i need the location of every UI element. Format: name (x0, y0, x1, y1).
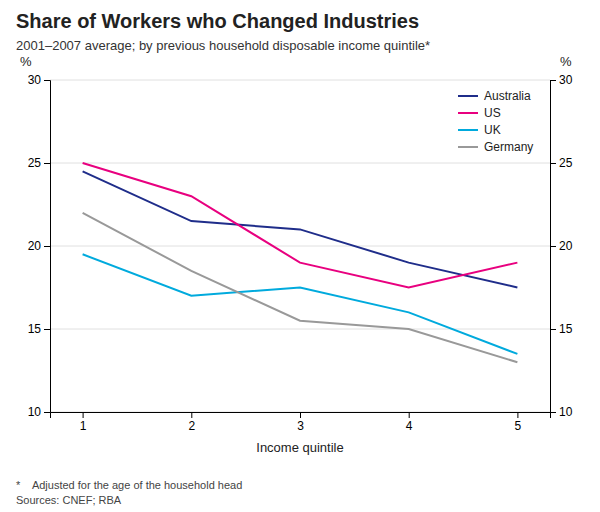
plot: 1 2 3 4 5 10 15 20 25 30 10 15 20 25 30 Income quintile… (20, 54, 573, 455)
axis-line (44, 81, 51, 413)
legend-label: UK (484, 123, 501, 137)
axis-line (51, 413, 551, 419)
series-line (83, 254, 518, 354)
grid (50, 80, 550, 412)
grid-line (50, 246, 550, 247)
x-axis: 1 2 3 4 5 (51, 412, 551, 433)
tick-mark (191, 412, 192, 418)
y2-axis: 10 15 20 25 30 (550, 73, 573, 419)
tick-mark (44, 329, 50, 330)
grid-line (50, 163, 550, 164)
tick-label: 1 (80, 419, 87, 433)
series-line (83, 213, 518, 362)
legend-swatch (458, 146, 478, 148)
grid-line (50, 80, 550, 81)
tick: 15 (28, 322, 50, 336)
tick: 5 (515, 412, 522, 433)
legend: Australia US UK Germany (458, 89, 533, 154)
tick-label: 3 (297, 419, 304, 433)
tick-label: 20 (559, 239, 573, 253)
tick-mark (550, 246, 556, 247)
tick-mark (550, 329, 556, 330)
tick-label: 30 (28, 73, 42, 87)
tick: 1 (80, 412, 87, 433)
y-axis-label: % (20, 54, 32, 69)
tick-mark (44, 163, 50, 164)
chart: Share of Workers who Changed Industries 2… (0, 0, 600, 512)
y2-axis-label: % (560, 54, 572, 69)
footnote-line: * Adjusted for the age of the household … (16, 479, 242, 491)
tick: 3 (297, 412, 304, 433)
legend-swatch (458, 129, 478, 131)
tick-label: 2 (188, 419, 195, 433)
tick: 10 (550, 405, 573, 419)
tick-mark (83, 412, 84, 418)
tick-mark (409, 412, 410, 418)
tick-label: 25 (28, 156, 42, 170)
tick-label: 15 (28, 322, 42, 336)
tick: 30 (550, 73, 573, 87)
tick-label: 4 (406, 419, 413, 433)
tick-mark (44, 412, 50, 413)
legend-item: Australia (458, 89, 531, 103)
grid-line (50, 329, 550, 330)
axis-line (551, 81, 557, 413)
tick: 20 (550, 239, 573, 253)
legend-label: US (484, 106, 501, 120)
tick: 25 (550, 156, 573, 170)
tick: 30 (28, 73, 50, 87)
legend-label: Germany (484, 140, 533, 154)
x-axis-label: Income quintile (256, 440, 343, 455)
legend-swatch (458, 112, 478, 114)
tick: 4 (406, 412, 413, 433)
tick-mark (517, 412, 518, 418)
tick-label: 20 (28, 239, 42, 253)
legend-swatch (458, 95, 478, 97)
subtitle: 2001–2007 average; by previous household… (16, 38, 430, 53)
series-line (83, 171, 518, 287)
tick: 2 (188, 412, 195, 433)
tick: 10 (28, 405, 50, 419)
tick-label: 10 (28, 405, 42, 419)
tick: 25 (28, 156, 50, 170)
tick-label: 10 (559, 405, 573, 419)
tick-mark (550, 412, 556, 413)
legend-item: Germany (458, 140, 533, 154)
legend-label: Australia (484, 89, 531, 103)
tick: 20 (28, 239, 50, 253)
legend-item: UK (458, 123, 501, 137)
series-group (83, 163, 518, 362)
tick-mark (300, 412, 301, 418)
tick-label: 5 (515, 419, 522, 433)
tick-mark (44, 80, 50, 81)
tick: 15 (550, 322, 573, 336)
tick-mark (44, 246, 50, 247)
tick-label: 30 (559, 73, 573, 87)
tick-label: 15 (559, 322, 573, 336)
tick-label: 25 (559, 156, 573, 170)
y-axis: 10 15 20 25 30 (28, 73, 51, 419)
tick-mark (550, 163, 556, 164)
title: Share of Workers who Changed Industries (16, 10, 419, 32)
footnote-line: Sources: CNEF; RBA (16, 494, 122, 506)
series-line (83, 163, 518, 288)
footnote: * Adjusted for the age of the household … (16, 479, 242, 506)
legend-item: US (458, 106, 501, 120)
tick-mark (550, 80, 556, 81)
